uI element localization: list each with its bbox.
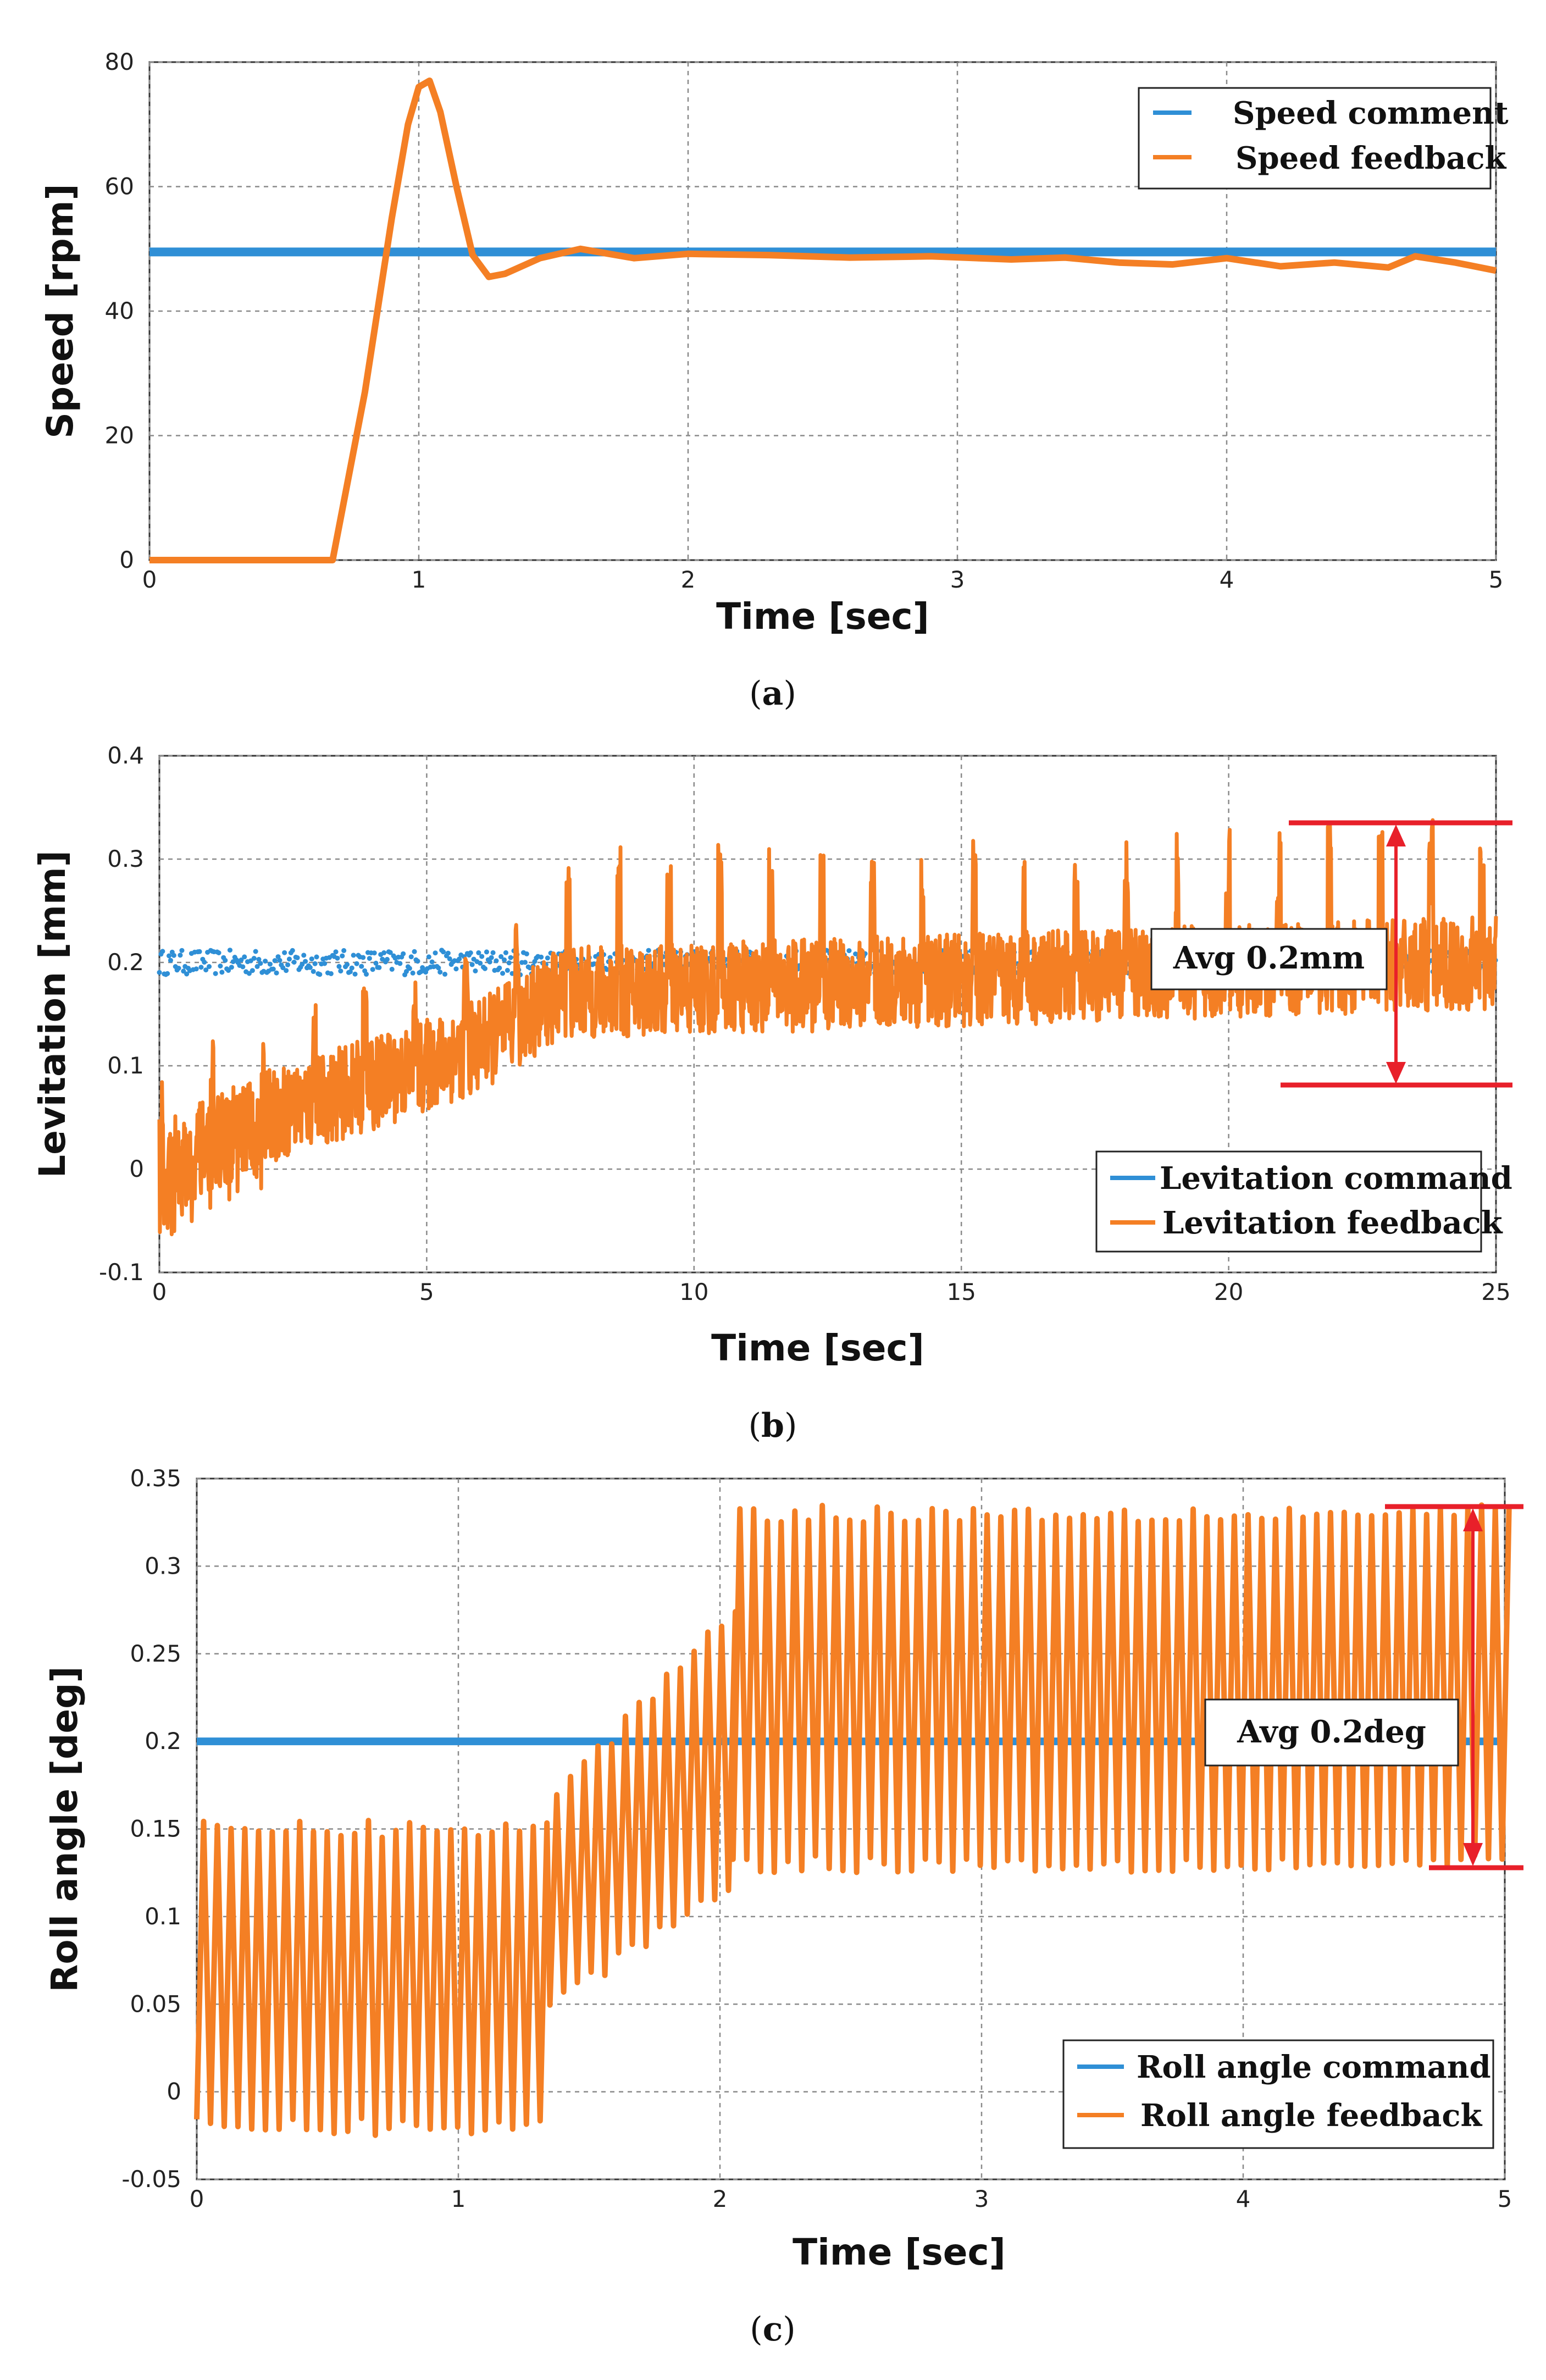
- x-tick-label-c: 0: [190, 2185, 204, 2212]
- legend-box-c: [1062, 2039, 1494, 2149]
- y-tick-label-c: -0.05: [121, 2166, 181, 2193]
- x-tick-label-c: 2: [713, 2185, 728, 2212]
- y-tick-label-c: 0.35: [130, 1465, 181, 1492]
- annotation-b: Avg 0.2mm: [1150, 820, 1512, 1088]
- y-tick-label-a: 20: [105, 422, 134, 449]
- chart-panel-b: 0 5 10 15 20 25 -0.1 0 0.1 0.2 0.3 0.4 Time [sec] L…: [31, 742, 1512, 1445]
- x-tick-label-c: 4: [1236, 2185, 1251, 2212]
- annotation-arrowhead-down-b: [1386, 1062, 1406, 1084]
- legend-a: Speed comment Speed feedback: [1138, 87, 1509, 190]
- x-tick-label-b: 5: [419, 1278, 434, 1305]
- series-feedback-a: [149, 78, 1497, 563]
- y-tick-label-b: 0: [129, 1155, 144, 1182]
- y-tick-label-c: 0.2: [145, 1728, 181, 1754]
- x-tick-label-b: 10: [679, 1278, 708, 1305]
- x-tick-label-c: 5: [1498, 2185, 1512, 2212]
- legend-b: Levitation command Levitation feedback: [1095, 1150, 1512, 1253]
- annotation-label-c: Avg 0.2deg: [1237, 1714, 1426, 1750]
- legend-label-command-c: Roll angle command: [1137, 2049, 1491, 2085]
- y-tick-label-c: 0: [167, 2078, 181, 2105]
- annotation-c: Avg 0.2deg: [1204, 1504, 1523, 1870]
- annotation-box-c: [1204, 1698, 1459, 1767]
- x-tick-label-a: 4: [1220, 566, 1234, 593]
- y-tick-label-a: 80: [105, 48, 134, 75]
- y-tick-label-b: -0.1: [99, 1259, 144, 1286]
- y-tick-label-a: 40: [105, 297, 134, 324]
- legend-label-command-b: Levitation command: [1160, 1160, 1512, 1197]
- y-tick-label-b: 0.3: [107, 845, 144, 872]
- legend-c: Roll angle command Roll angle feedback: [1062, 2039, 1494, 2149]
- data-a: [149, 78, 1497, 563]
- ticks-b: 0 5 10 15 20 25 -0.1 0 0.1 0.2 0.3 0.4: [99, 742, 1511, 1305]
- y-tick-label-b: 0.2: [107, 949, 144, 976]
- x-tick-label-a: 3: [950, 566, 965, 593]
- x-axis-title-c: Time [sec]: [793, 2231, 1006, 2273]
- y-tick-label-c: 0.25: [130, 1640, 181, 1667]
- x-tick-label-a: 5: [1489, 566, 1504, 593]
- x-tick-label-b: 25: [1481, 1278, 1510, 1305]
- y-tick-label-c: 0.1: [145, 1903, 181, 1930]
- x-tick-label-c: 3: [974, 2185, 989, 2212]
- annotation-arrowhead-down-c: [1463, 1843, 1483, 1866]
- legend-label-feedback-b: Levitation feedback: [1162, 1205, 1503, 1241]
- y-axis-title-b: Levitation [mm]: [31, 850, 74, 1178]
- chart-panel-c: 0 1 2 3 4 5 -0.05 0 0.05 0.1 0.15 0.2 0.25 0.3 0.35 Ti…: [43, 1465, 1523, 2349]
- panel-caption-b: (b): [749, 1407, 797, 1445]
- x-tick-label-a: 1: [412, 566, 426, 593]
- ticks-a: 0 1 2 3 4 5 0 20 40 60 80: [105, 48, 1504, 593]
- x-tick-label-c: 1: [451, 2185, 466, 2212]
- x-tick-label-a: 0: [142, 566, 157, 593]
- x-axis-title-b: Time [sec]: [711, 1327, 924, 1369]
- y-tick-label-a: 0: [119, 546, 134, 573]
- chart-panel-a: 0 1 2 3 4 5 0 20 40 60 80 Time [sec] Speed [rpm] S…: [39, 48, 1509, 713]
- legend-label-feedback-c: Roll angle feedback: [1140, 2097, 1483, 2134]
- y-axis-title-c: Roll angle [deg]: [43, 1666, 86, 1992]
- panel-caption-a: (a): [749, 674, 796, 713]
- annotation-box-b: [1150, 928, 1388, 990]
- y-tick-label-c: 0.3: [145, 1552, 181, 1579]
- legend-label-feedback-a: Speed feedback: [1235, 140, 1507, 176]
- x-tick-label-b: 0: [152, 1278, 167, 1305]
- legend-label-command-a: Speed comment: [1233, 95, 1509, 131]
- legend-box-b: [1095, 1150, 1482, 1253]
- panel-caption-c: (c): [750, 2310, 795, 2349]
- x-tick-label-a: 2: [681, 566, 696, 593]
- x-tick-label-b: 20: [1214, 1278, 1243, 1305]
- y-tick-label-c: 0.15: [130, 1816, 181, 1842]
- annotation-label-b: Avg 0.2mm: [1173, 940, 1365, 976]
- x-axis-title-a: Time [sec]: [716, 595, 929, 638]
- y-tick-label-b: 0.4: [107, 742, 144, 769]
- y-tick-label-b: 0.1: [107, 1052, 144, 1079]
- annotation-arrowhead-up-b: [1386, 824, 1406, 846]
- y-axis-title-a: Speed [rpm]: [39, 184, 81, 438]
- y-tick-label-c: 0.05: [130, 1990, 181, 2017]
- annotation-arrowhead-up-c: [1463, 1508, 1483, 1531]
- ticks-c: 0 1 2 3 4 5 -0.05 0 0.05 0.1 0.15 0.2 0.25 0.3 0.35: [121, 1465, 1512, 2212]
- x-tick-label-b: 15: [946, 1278, 976, 1305]
- legend-box-a: [1138, 87, 1492, 190]
- y-tick-label-a: 60: [105, 173, 134, 200]
- series-feedback-c: [194, 1502, 1512, 2138]
